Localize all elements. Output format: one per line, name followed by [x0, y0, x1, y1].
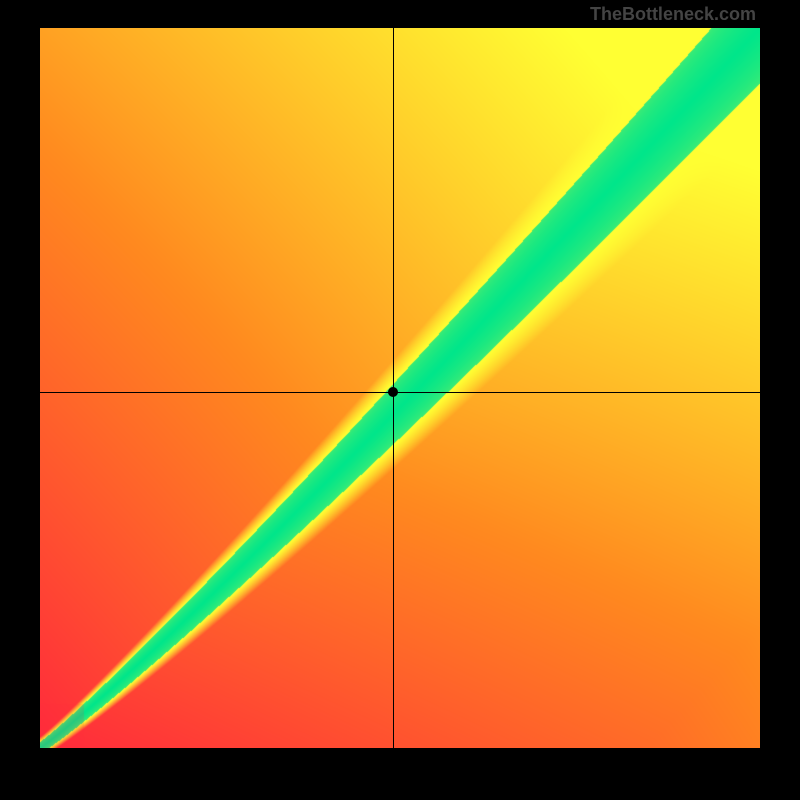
- crosshair-horizontal: [40, 392, 760, 393]
- heatmap-plot: [40, 28, 760, 748]
- watermark-text: TheBottleneck.com: [590, 4, 756, 25]
- crosshair-marker: [388, 387, 398, 397]
- heatmap-canvas: [40, 28, 760, 748]
